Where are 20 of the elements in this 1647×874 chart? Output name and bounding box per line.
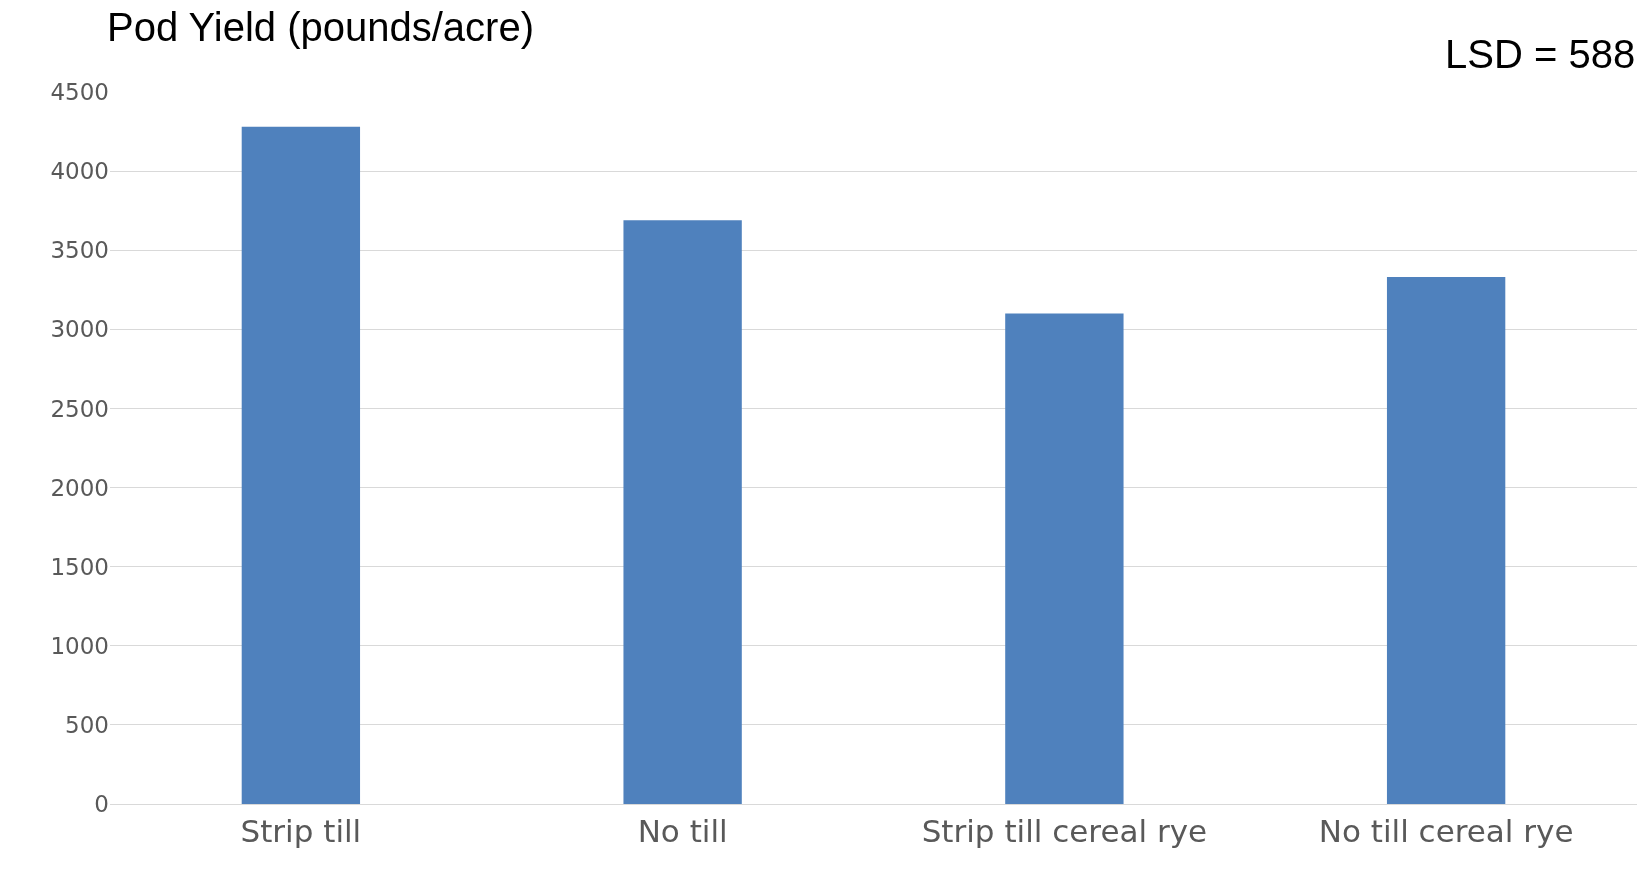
y-tick-label: 3000 <box>50 316 109 343</box>
y-tick-label: 1500 <box>50 553 109 580</box>
bar <box>1005 313 1124 804</box>
bar <box>623 220 742 804</box>
y-tick-label: 3500 <box>50 237 109 264</box>
x-tick-label: No till <box>637 813 728 850</box>
bar <box>241 126 361 804</box>
text: LSD = 588 <box>1445 32 1636 76</box>
x-tick-label: Strip till <box>240 813 362 850</box>
y-tick-label: 0 <box>94 791 109 818</box>
x-tick-label: Strip till cereal rye <box>921 813 1208 850</box>
y-tick-label: 500 <box>65 711 109 738</box>
y-tick-label: 2000 <box>50 474 109 501</box>
chart-title: Pod Yield (pounds/acre) <box>107 5 534 50</box>
x-tick-label: No till cereal rye <box>1318 813 1574 850</box>
bar <box>1386 277 1506 804</box>
y-tick-label: 4000 <box>50 158 109 185</box>
y-tick-label: 4500 <box>50 79 109 106</box>
y-tick-label: 2500 <box>50 395 109 422</box>
y-tick-label: 1000 <box>50 632 109 659</box>
